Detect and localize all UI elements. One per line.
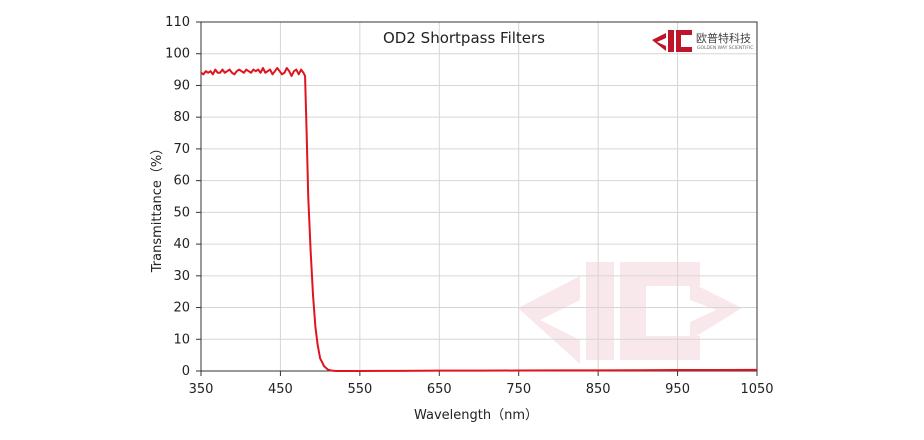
y-tick-label: 40 — [173, 237, 190, 252]
watermark-logo — [518, 262, 742, 364]
y-tick-label: 110 — [165, 15, 190, 30]
y-tick-label: 30 — [173, 269, 190, 284]
plot-frame — [200, 21, 758, 372]
y-tick-label: 50 — [173, 205, 190, 220]
x-tick-label: 450 — [268, 382, 293, 397]
y-tick-label: 70 — [173, 142, 190, 157]
y-tick-label: 100 — [165, 47, 190, 62]
y-axis-title: Transmittance（%） — [150, 142, 165, 274]
x-tick-label: 550 — [347, 382, 372, 397]
svg-text:GOLDEN WAY SCIENTIFIC: GOLDEN WAY SCIENTIFIC — [697, 45, 753, 51]
y-tick-label: 20 — [173, 301, 190, 316]
x-tick-label: 350 — [189, 382, 214, 397]
svg-text:欧普特科技: 欧普特科技 — [696, 31, 751, 45]
x-axis-title: Wavelength（nm） — [414, 408, 538, 423]
x-tick-label: 650 — [427, 382, 452, 397]
grid-lines — [200, 21, 758, 372]
y-tick-label: 0 — [182, 364, 190, 379]
y-tick-label: 80 — [173, 110, 190, 125]
axis-ticks: 350 450 550 650 750 850 950 1050 0 10 20 30 40 50 60 70… — [165, 15, 773, 397]
y-tick-label: 10 — [173, 332, 190, 347]
x-tick-label: 950 — [665, 382, 690, 397]
brand-logo: 欧普特科技 GOLDEN WAY SCIENTIFIC — [652, 30, 753, 52]
x-tick-label: 750 — [506, 382, 531, 397]
series-line — [200, 67, 758, 372]
chart-title: OD2 Shortpass Filters — [383, 29, 545, 47]
y-tick-label: 90 — [173, 78, 190, 93]
y-tick-label: 60 — [173, 174, 190, 189]
x-tick-label: 1050 — [740, 382, 773, 397]
x-tick-label: 850 — [586, 382, 611, 397]
